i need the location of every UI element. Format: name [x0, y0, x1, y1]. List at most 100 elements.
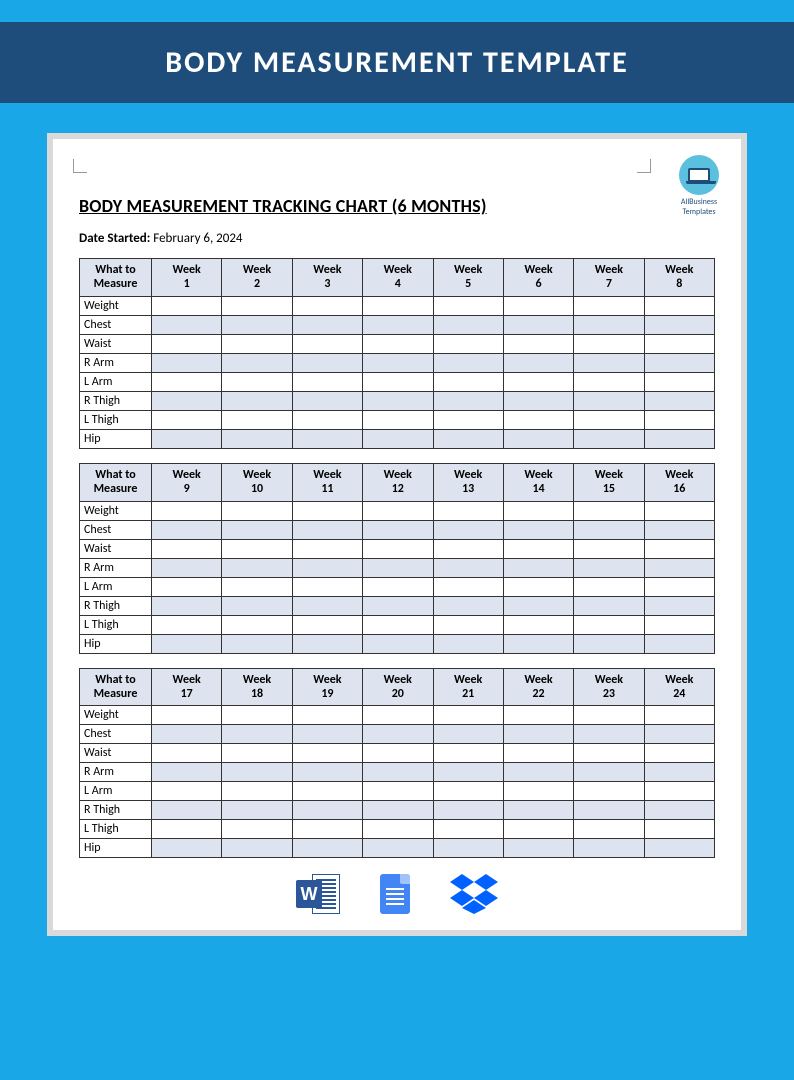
google-docs-icon[interactable]: [380, 874, 410, 914]
data-cell: [292, 372, 362, 391]
column-header-week-7: Week7: [574, 259, 644, 297]
crop-mark-tr: [637, 159, 651, 173]
data-cell: [503, 839, 573, 858]
table-row: R Thigh: [80, 596, 715, 615]
row-label: R Thigh: [80, 391, 152, 410]
table-row: Chest: [80, 520, 715, 539]
data-cell: [433, 520, 503, 539]
data-cell: [152, 839, 222, 858]
data-cell: [152, 820, 222, 839]
row-label: Hip: [80, 839, 152, 858]
data-cell: [363, 353, 433, 372]
column-header-week-6: Week6: [503, 259, 573, 297]
brand-logo: AllBusiness Templates: [679, 155, 719, 217]
data-cell: [222, 577, 292, 596]
data-cell: [503, 520, 573, 539]
data-cell: [292, 296, 362, 315]
data-cell: [222, 706, 292, 725]
data-cell: [292, 315, 362, 334]
data-cell: [574, 634, 644, 653]
data-cell: [503, 334, 573, 353]
data-cell: [574, 372, 644, 391]
data-cell: [644, 820, 714, 839]
data-cell: [292, 634, 362, 653]
data-cell: [152, 296, 222, 315]
data-cell: [363, 315, 433, 334]
data-cell: [363, 820, 433, 839]
data-cell: [292, 520, 362, 539]
data-cell: [574, 801, 644, 820]
data-cell: [222, 520, 292, 539]
data-cell: [644, 296, 714, 315]
data-cell: [222, 391, 292, 410]
data-cell: [644, 539, 714, 558]
dropbox-icon[interactable]: [450, 874, 498, 914]
table-row: R Thigh: [80, 801, 715, 820]
data-cell: [644, 410, 714, 429]
data-cell: [292, 334, 362, 353]
row-label: R Arm: [80, 558, 152, 577]
data-cell: [433, 744, 503, 763]
data-cell: [292, 410, 362, 429]
data-cell: [433, 782, 503, 801]
data-cell: [363, 558, 433, 577]
data-cell: [644, 596, 714, 615]
data-cell: [644, 782, 714, 801]
data-cell: [574, 706, 644, 725]
column-header-week-9: Week9: [152, 463, 222, 501]
date-value: February 6, 2024: [153, 231, 242, 246]
data-cell: [152, 615, 222, 634]
word-icon[interactable]: W: [296, 872, 340, 916]
data-cell: [644, 429, 714, 448]
data-cell: [152, 410, 222, 429]
column-header-week-5: Week5: [433, 259, 503, 297]
data-cell: [152, 429, 222, 448]
data-cell: [644, 577, 714, 596]
data-cell: [503, 372, 573, 391]
table-row: Chest: [80, 315, 715, 334]
data-cell: [292, 577, 362, 596]
download-icons-row: W: [79, 872, 715, 916]
table-row: R Arm: [80, 558, 715, 577]
data-cell: [222, 410, 292, 429]
data-cell: [433, 725, 503, 744]
row-label: Waist: [80, 539, 152, 558]
data-cell: [152, 763, 222, 782]
column-header-week-4: Week4: [363, 259, 433, 297]
data-cell: [644, 839, 714, 858]
row-label: R Arm: [80, 763, 152, 782]
data-cell: [433, 839, 503, 858]
data-cell: [363, 334, 433, 353]
data-cell: [574, 429, 644, 448]
data-cell: [292, 391, 362, 410]
column-header-measure: What toMeasure: [80, 259, 152, 297]
data-cell: [152, 596, 222, 615]
data-cell: [574, 558, 644, 577]
data-cell: [222, 429, 292, 448]
table-row: Hip: [80, 634, 715, 653]
data-cell: [152, 391, 222, 410]
data-cell: [644, 315, 714, 334]
measurement-table-3: What toMeasureWeek17Week18Week19Week20We…: [79, 668, 715, 859]
data-cell: [363, 801, 433, 820]
data-cell: [363, 577, 433, 596]
data-cell: [433, 353, 503, 372]
data-cell: [644, 744, 714, 763]
data-cell: [433, 596, 503, 615]
data-cell: [292, 596, 362, 615]
data-cell: [152, 706, 222, 725]
data-cell: [363, 725, 433, 744]
data-cell: [433, 429, 503, 448]
column-header-week-17: Week17: [152, 668, 222, 706]
data-cell: [644, 391, 714, 410]
data-cell: [433, 577, 503, 596]
data-cell: [574, 782, 644, 801]
column-header-week-11: Week11: [292, 463, 362, 501]
row-label: R Arm: [80, 353, 152, 372]
column-header-week-18: Week18: [222, 668, 292, 706]
data-cell: [292, 744, 362, 763]
data-cell: [574, 501, 644, 520]
data-cell: [363, 596, 433, 615]
data-cell: [222, 820, 292, 839]
header-title: BODY MEASUREMENT TEMPLATE: [165, 44, 628, 81]
